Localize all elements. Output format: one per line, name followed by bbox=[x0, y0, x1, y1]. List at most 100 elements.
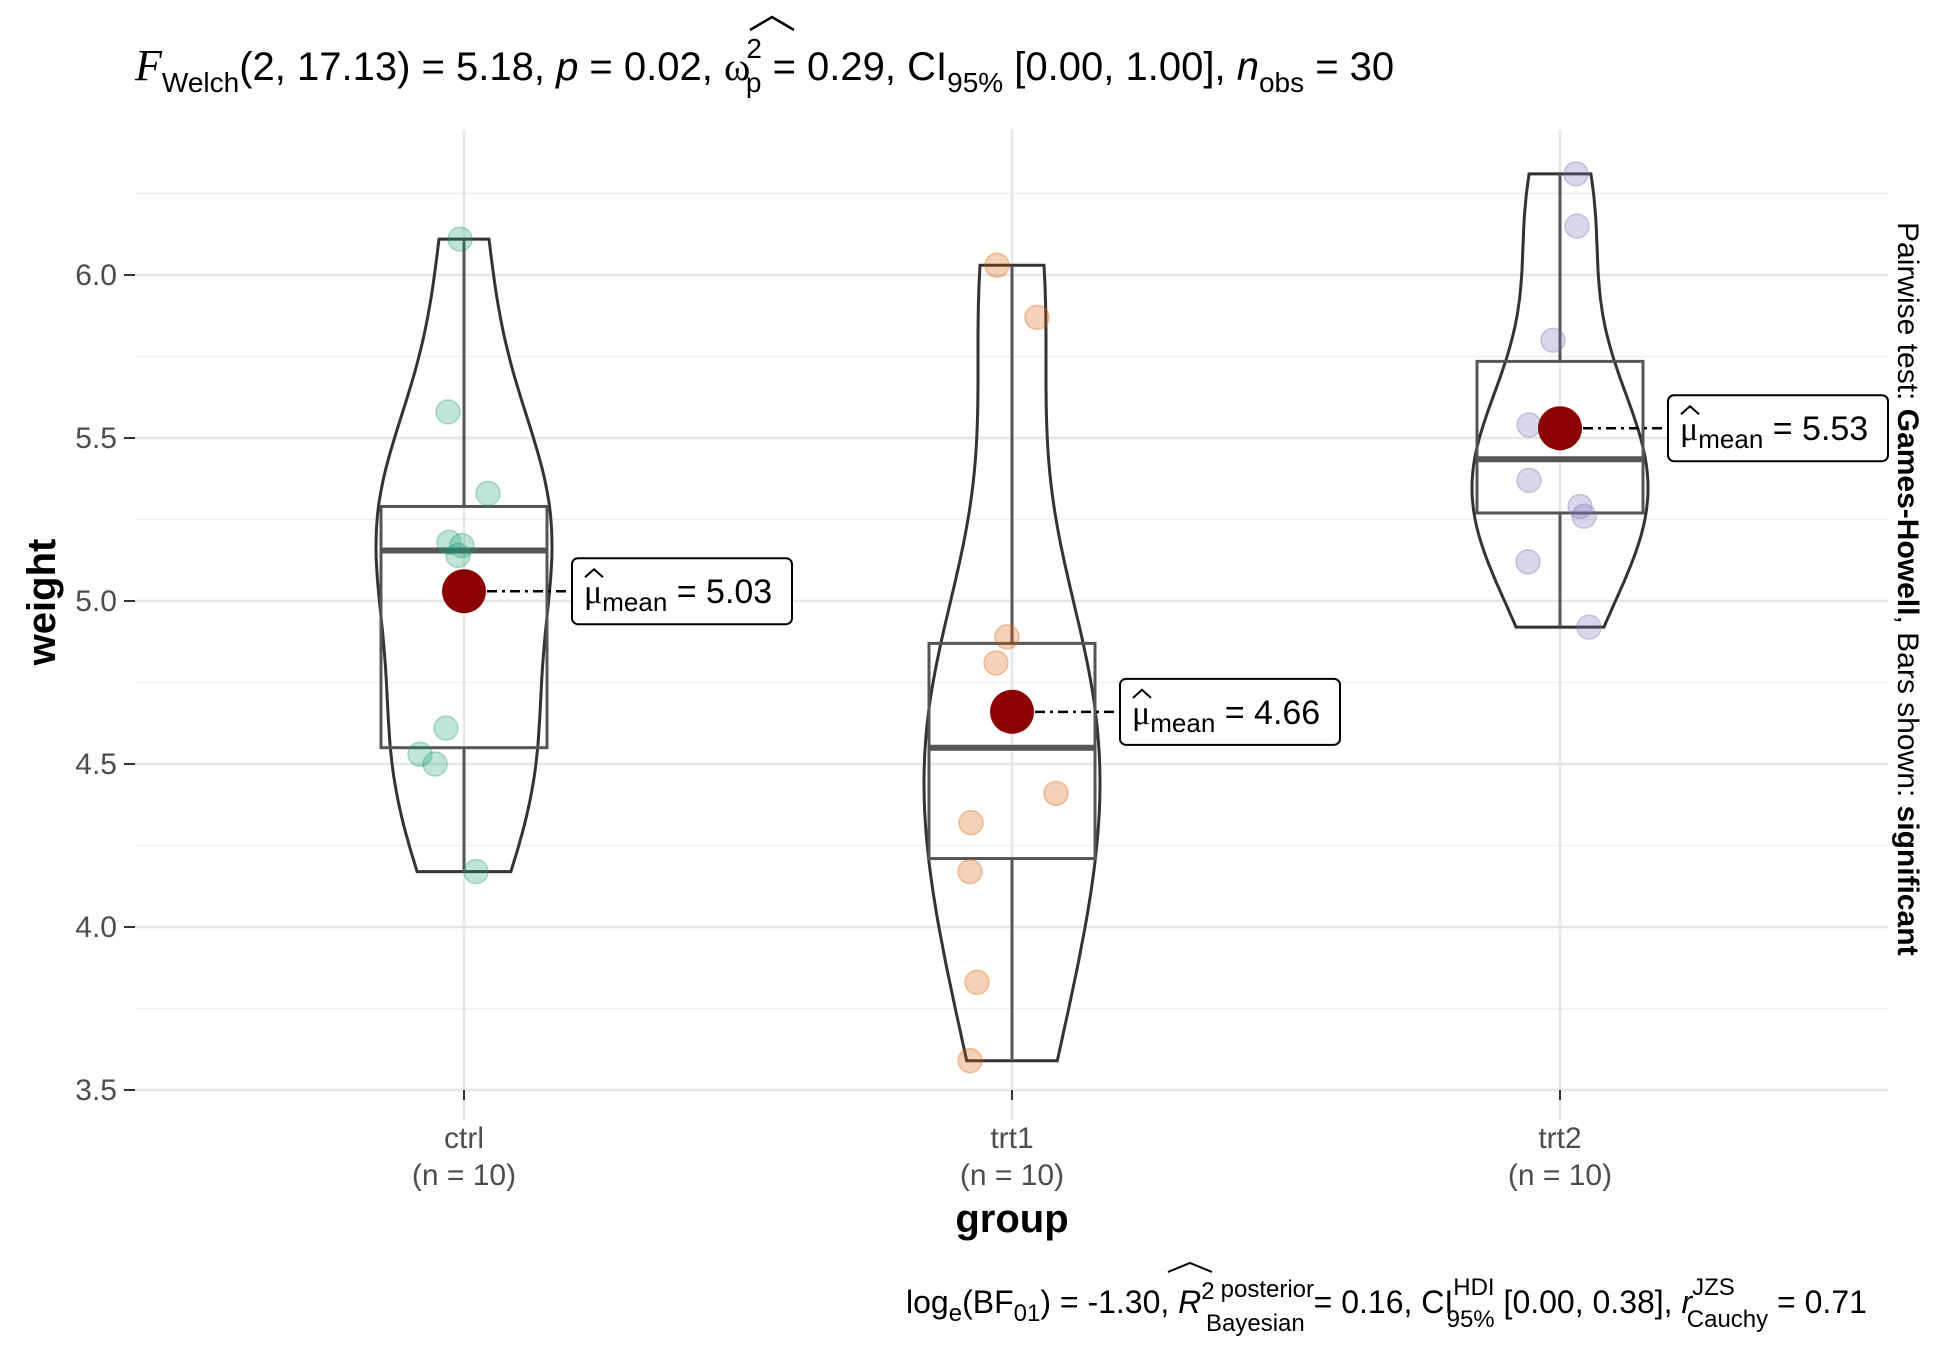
box-trt1 bbox=[927, 641, 1097, 861]
data-point-trt1 bbox=[957, 1047, 983, 1074]
violin-trt2 bbox=[1470, 172, 1650, 629]
mean-marker-trt1 bbox=[990, 689, 1034, 734]
title-welch: Welch bbox=[162, 67, 239, 98]
mean-label-box-trt1 bbox=[1119, 677, 1341, 746]
pairwise-middle: , Bars shown: bbox=[1891, 615, 1924, 805]
violin-ctrl bbox=[374, 237, 554, 874]
mean-marker-ctrl bbox=[442, 569, 486, 614]
caption-bf-sub: 01 bbox=[1014, 1300, 1041, 1327]
data-points bbox=[407, 161, 1602, 1074]
data-point-ctrl bbox=[463, 858, 489, 885]
y-axis-title: weight bbox=[20, 539, 64, 667]
caption-r-sup: 2 bbox=[1201, 1278, 1214, 1305]
mean-label-trt2: μmean = 5.53 bbox=[1680, 410, 1868, 454]
x-axis-title: group bbox=[955, 1197, 1068, 1241]
data-point-trt2 bbox=[1567, 493, 1593, 520]
pairwise-test: Games-Howell bbox=[1891, 409, 1924, 616]
data-point-trt2 bbox=[1516, 467, 1542, 494]
title-omega-sub: p bbox=[746, 67, 762, 98]
caption-r-bayesian: Bayesian bbox=[1206, 1310, 1305, 1337]
title-n: n bbox=[1237, 45, 1259, 89]
x-tick-label: trt1 bbox=[990, 1122, 1033, 1155]
data-point-ctrl bbox=[436, 529, 462, 556]
data-point-trt1 bbox=[1043, 780, 1069, 807]
data-point-trt2 bbox=[1516, 412, 1542, 438]
mean-label-box-trt2 bbox=[1667, 394, 1889, 463]
title-omega: ω bbox=[724, 44, 750, 89]
data-point-trt2 bbox=[1564, 213, 1590, 239]
box-ctrl bbox=[379, 504, 549, 750]
y-tick-label: 5.0 bbox=[75, 585, 117, 618]
pairwise-prefix: Pairwise test: bbox=[1891, 222, 1924, 409]
data-point-trt1 bbox=[964, 969, 990, 996]
data-point-ctrl bbox=[422, 751, 448, 777]
caption-r-hat bbox=[1167, 1261, 1213, 1273]
x-tick-label: ctrl bbox=[444, 1122, 484, 1155]
mean-label-hat-trt1 bbox=[1132, 688, 1152, 699]
data-point-ctrl bbox=[433, 715, 459, 741]
title-p: p bbox=[555, 45, 578, 89]
title-omega-value: = 0.29, CI bbox=[761, 45, 947, 89]
chart-title: FWelch(2, 17.13) = 5.18, p = 0.02, ω2 p =… bbox=[134, 33, 1394, 98]
y-tick-label: 5.5 bbox=[75, 422, 117, 455]
caption-r: R bbox=[1178, 1284, 1201, 1320]
mean-markers: μmean = 5.03 μmean = 4.66 μmean = 5.53 bbox=[442, 394, 1889, 746]
data-point-trt1 bbox=[957, 858, 983, 885]
caption-bf: (BF bbox=[962, 1284, 1014, 1320]
caption-rc-value: = 0.71 bbox=[1768, 1284, 1867, 1320]
data-point-trt2 bbox=[1540, 327, 1566, 353]
title-omega-sup: 2 bbox=[746, 33, 762, 64]
mean-marker-trt2 bbox=[1538, 406, 1582, 451]
caption-rc-sup: JZS bbox=[1692, 1274, 1735, 1301]
pairwise-bars: significant bbox=[1891, 806, 1924, 956]
data-point-ctrl bbox=[475, 480, 501, 507]
caption-hdi-sub: 95% bbox=[1447, 1306, 1495, 1333]
x-tick-count: (n = 10) bbox=[1508, 1159, 1612, 1192]
title-n-sub: obs bbox=[1259, 67, 1304, 98]
data-point-trt2 bbox=[1576, 614, 1602, 640]
data-point-trt1 bbox=[983, 650, 1009, 676]
data-point-trt1 bbox=[1024, 304, 1050, 331]
caption-rc-sub: Cauchy bbox=[1687, 1306, 1768, 1333]
caption-r-value: = 0.16, CI bbox=[1305, 1284, 1454, 1320]
data-point-trt2 bbox=[1515, 549, 1541, 575]
title-p-value: = 0.02, bbox=[578, 45, 724, 89]
chart-caption: loge(BF01) = -1.30, R2 posterior Bayesian … bbox=[906, 1274, 1867, 1337]
x-tick-count: (n = 10) bbox=[412, 1159, 516, 1192]
violin-trt1 bbox=[922, 263, 1102, 1063]
y-tick-label: 3.5 bbox=[75, 1074, 117, 1107]
x-tick-label: trt2 bbox=[1538, 1122, 1581, 1155]
x-tick-count: (n = 10) bbox=[960, 1159, 1064, 1192]
mean-label-box-ctrl bbox=[571, 557, 793, 626]
caption-hdi-value: [0.00, 0.38], bbox=[1495, 1284, 1682, 1320]
title-omega-hat bbox=[749, 15, 795, 32]
caption-log-sub: e bbox=[949, 1300, 962, 1327]
mean-label-trt1: μmean = 4.66 bbox=[1132, 694, 1320, 738]
data-point-trt2 bbox=[1563, 161, 1589, 187]
y-tick-label: 4.0 bbox=[75, 911, 117, 944]
caption-log: log bbox=[906, 1284, 949, 1320]
title-ci-value: [0.00, 1.00], bbox=[1003, 45, 1237, 89]
data-point-trt1 bbox=[994, 624, 1020, 650]
data-point-ctrl bbox=[407, 741, 433, 767]
caption-hdi-sup: HDI bbox=[1453, 1274, 1494, 1301]
caption-bf-value: ) = -1.30, bbox=[1040, 1284, 1178, 1320]
data-point-ctrl bbox=[449, 532, 475, 559]
y-tick-label: 4.5 bbox=[75, 748, 117, 781]
data-point-ctrl bbox=[447, 226, 473, 252]
mean-label-hat-trt2 bbox=[1680, 404, 1700, 415]
mean-label-hat-ctrl bbox=[584, 567, 604, 578]
caption-r-posterior: posterior bbox=[1221, 1276, 1314, 1303]
y-axis: 3.5 4.0 4.5 5.0 5.5 6.0 bbox=[75, 259, 135, 1107]
violins bbox=[374, 172, 1650, 1063]
box-trt2 bbox=[1475, 359, 1645, 515]
data-point-ctrl bbox=[445, 542, 471, 569]
data-point-trt1 bbox=[984, 252, 1010, 278]
caption-rc: r bbox=[1681, 1284, 1693, 1320]
data-point-trt2 bbox=[1571, 503, 1597, 529]
data-point-trt1 bbox=[958, 809, 984, 836]
data-point-ctrl bbox=[435, 399, 461, 425]
title-n-value: = 30 bbox=[1304, 45, 1394, 89]
